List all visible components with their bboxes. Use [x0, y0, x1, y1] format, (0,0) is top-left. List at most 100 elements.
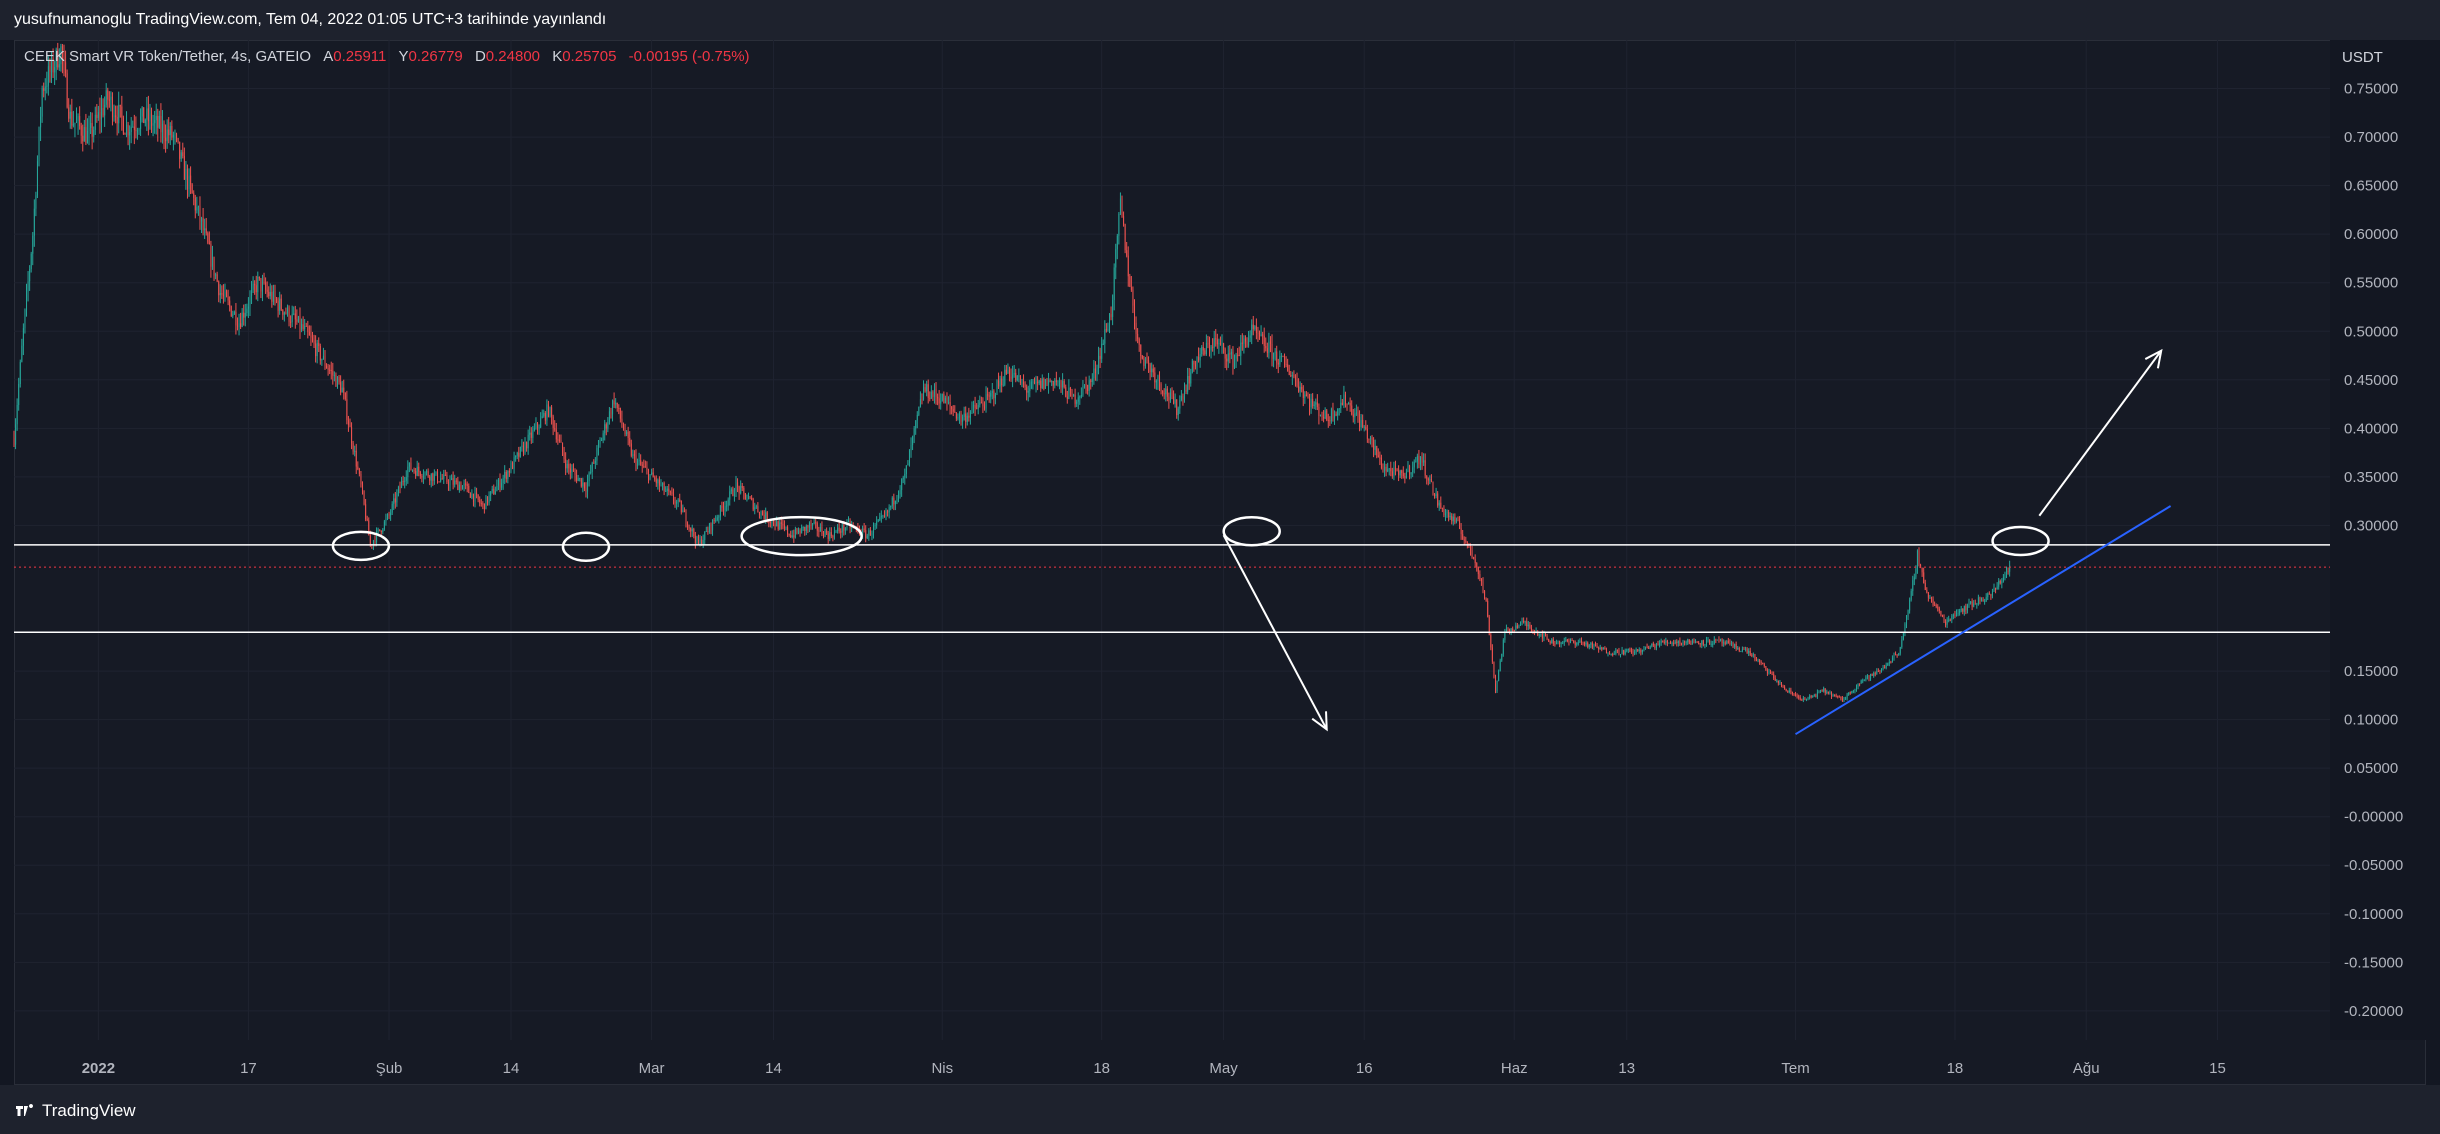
candle-body	[1584, 642, 1586, 645]
candle-body	[1174, 399, 1176, 404]
candle-body	[616, 402, 618, 409]
candle-body	[1915, 568, 1917, 578]
candle-body	[646, 467, 648, 470]
candle-body	[1987, 593, 1989, 598]
candle-body	[1941, 615, 1943, 617]
candle-body	[863, 528, 865, 531]
candle-body	[58, 64, 60, 68]
candle-body	[1507, 628, 1509, 630]
candle-body	[1349, 403, 1351, 406]
chart-frame[interactable]	[14, 40, 2426, 1085]
candle-body	[1623, 650, 1625, 655]
candle-body	[1824, 688, 1826, 693]
candle-body	[38, 127, 40, 162]
candle-body	[460, 484, 462, 490]
candle-body	[1973, 603, 1975, 607]
candle-body	[1718, 639, 1720, 641]
candle-body	[526, 442, 528, 449]
candle-body	[1280, 355, 1282, 357]
candle-body	[529, 432, 531, 435]
candle-body	[227, 296, 229, 301]
candle-body	[1440, 502, 1442, 508]
candle-body	[785, 527, 787, 529]
candle-body	[1499, 660, 1501, 672]
tradingview-brand[interactable]: TradingView	[14, 1101, 136, 1121]
candle-body	[537, 423, 539, 428]
candle-body	[1579, 640, 1581, 643]
candle-body	[144, 119, 146, 124]
candle-body	[397, 486, 399, 494]
candle-body	[1412, 467, 1414, 473]
candle-body	[1684, 641, 1686, 643]
candle-body	[240, 323, 242, 327]
candle-body	[502, 477, 504, 484]
candle-body	[1384, 466, 1386, 471]
change-value: -0.00195 (-0.75%)	[628, 48, 750, 65]
candle-body	[1727, 641, 1729, 643]
candle-body	[516, 452, 518, 456]
candle-body	[1674, 641, 1676, 644]
candle-body	[1873, 673, 1875, 676]
candle-body	[635, 455, 637, 467]
candle-body	[1565, 639, 1567, 641]
candle-body	[990, 392, 992, 397]
candle-body	[1885, 665, 1887, 668]
candle-body	[874, 525, 876, 527]
candle-body	[1063, 381, 1065, 388]
candle-body	[24, 309, 26, 329]
candle-body	[1377, 455, 1379, 458]
candle-body	[1065, 387, 1067, 397]
candle-body	[468, 486, 470, 493]
candle-body	[1712, 643, 1714, 645]
candle-body	[2009, 565, 2011, 572]
candle-body	[1638, 649, 1640, 651]
candle-body	[1601, 647, 1603, 650]
candle-body	[963, 413, 965, 417]
high-value: 0.26779	[408, 48, 463, 65]
candle-body	[1441, 507, 1443, 509]
candle-body	[1321, 414, 1323, 418]
candle-body	[951, 406, 953, 410]
candle-body	[1951, 615, 1953, 620]
candle-body	[944, 397, 946, 404]
candle-body	[1659, 643, 1661, 646]
candle-body	[1838, 696, 1840, 698]
time-axis: 2022 17 Şub 14 Mar 14 Nis 18 May 16 Haz 13 Tem 18 Ağu 1…	[82, 1060, 2226, 1077]
candle-body	[1284, 356, 1286, 364]
candle-body	[1685, 642, 1687, 644]
candle-body	[233, 311, 235, 315]
candle-body	[1693, 640, 1695, 643]
candle-body	[1093, 368, 1095, 379]
candle-body	[1373, 439, 1375, 450]
candle-body	[297, 316, 299, 322]
candle-body	[955, 412, 957, 419]
candle-body	[1296, 379, 1298, 387]
candle-body	[1066, 396, 1068, 399]
candle-body	[1113, 267, 1115, 300]
candle-body	[199, 206, 201, 222]
candle-body	[641, 464, 643, 467]
candle-body	[727, 499, 729, 506]
candle-body	[13, 438, 15, 445]
candle-body	[1588, 644, 1590, 648]
candle-body	[707, 531, 709, 533]
high-label: Y	[398, 48, 409, 65]
candle-body	[754, 507, 756, 510]
candle-body	[1888, 662, 1890, 664]
candle-body	[496, 485, 498, 492]
candle-body	[413, 469, 415, 471]
candle-body	[430, 473, 432, 481]
candle-body	[1773, 674, 1775, 679]
candle-body	[682, 510, 684, 513]
candle-body	[1759, 659, 1761, 662]
candle-body	[1734, 643, 1736, 647]
candle-body	[1788, 690, 1790, 693]
candle-body	[1610, 654, 1612, 656]
candle-body	[1116, 235, 1118, 250]
candle-body	[190, 175, 192, 185]
arrow-head	[1311, 711, 1328, 732]
candle-body	[547, 404, 549, 416]
candle-body	[54, 67, 56, 73]
candle-body	[1052, 381, 1054, 386]
